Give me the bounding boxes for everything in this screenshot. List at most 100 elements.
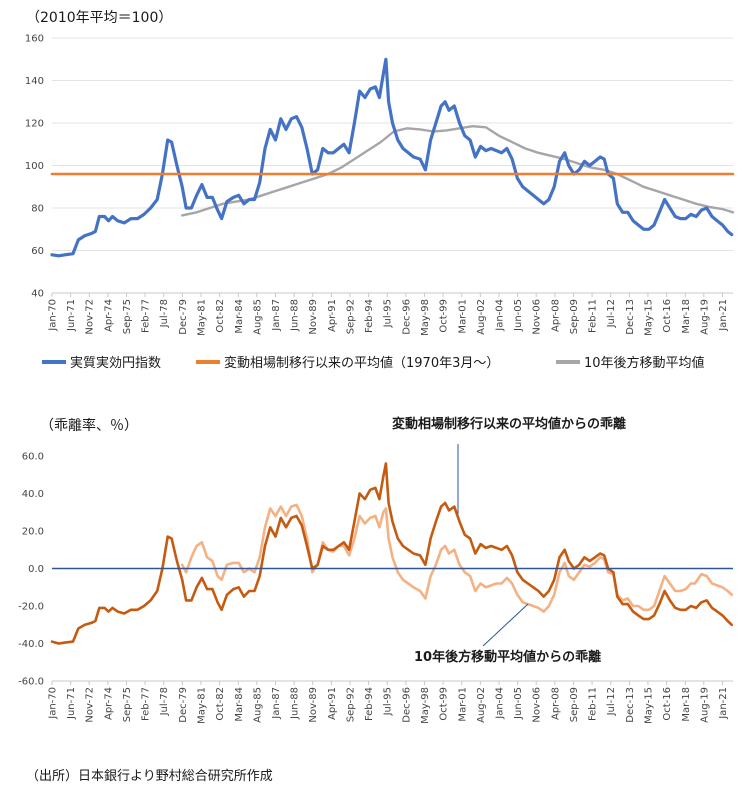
legend-label-ma10: 10年後方移動平均値 — [584, 355, 705, 371]
x-tick-label: Jan-70 — [48, 687, 59, 720]
x-tick-label: Feb-77 — [141, 299, 152, 333]
x-tick-label: May-15 — [643, 687, 654, 724]
x-tick-label: Apr-74 — [103, 687, 114, 720]
x-tick-label: Dec-13 — [625, 299, 636, 335]
x-tick-label: Sep-92 — [346, 299, 357, 334]
x-tick-label: Aug-85 — [252, 687, 263, 723]
x-tick-label: Apr-91 — [327, 687, 338, 720]
y-tick-label: 40 — [31, 289, 44, 300]
chart-2-x-axis: Jan-70 Jun-71 Nov-72 Apr-74 Sep-75 Feb-77 Jul-… — [48, 681, 729, 724]
x-tick-label: Aug-19 — [699, 687, 710, 723]
x-tick-label: Dec-79 — [178, 299, 189, 335]
annotation-dev-ma-pointer — [482, 603, 529, 647]
chart-1-unit-label: （2010年平均＝100） — [26, 10, 172, 26]
x-tick-label: Jun-88 — [290, 687, 301, 720]
x-tick-label: Jan-04 — [494, 299, 505, 332]
x-tick-label: May-15 — [643, 299, 654, 336]
chart-1-series-layer — [50, 57, 735, 258]
x-tick-label: Aug-19 — [699, 299, 710, 335]
annotation-dev-avg: 変動相場制移行以来の平均値からの乖離 — [392, 416, 626, 514]
x-tick-label: Dec-79 — [178, 687, 189, 723]
x-tick-label: Jul-12 — [606, 687, 617, 716]
x-tick-label: Dec-96 — [401, 687, 412, 723]
x-tick-label: Jul-95 — [383, 687, 394, 716]
x-tick-label: Oct-99 — [439, 299, 450, 333]
x-tick-label: Apr-08 — [550, 687, 561, 720]
y-tick-label: 20.0 — [22, 527, 44, 538]
y-tick-label: 120 — [25, 119, 44, 130]
x-tick-label: Dec-96 — [401, 299, 412, 335]
y-tick-label: -60.0 — [18, 677, 44, 688]
y-tick-label: 80 — [31, 204, 44, 215]
y-tick-label: 140 — [25, 76, 44, 87]
x-tick-label: May-98 — [420, 687, 431, 724]
y-tick-label: 60.0 — [22, 452, 44, 463]
x-tick-label: Jul-78 — [159, 299, 170, 328]
x-tick-label: Oct-82 — [215, 299, 226, 333]
y-tick-label: 60 — [31, 246, 44, 257]
x-tick-label: Apr-08 — [550, 299, 561, 332]
chart-1-y-axis: 40 60 80 100 120 140 160 — [25, 34, 44, 300]
x-tick-label: May-81 — [196, 687, 207, 724]
x-tick-label: Jan-87 — [271, 687, 282, 720]
y-tick-label: 100 — [25, 161, 44, 172]
x-tick-label: Oct-99 — [439, 687, 450, 721]
x-tick-label: Aug-85 — [252, 299, 263, 335]
x-tick-label: Nov-06 — [532, 299, 543, 335]
x-tick-label: Mar-01 — [457, 299, 468, 334]
series-dev-ma-line — [180, 503, 733, 613]
legend-label-reer: 実質実効円指数 — [70, 355, 161, 371]
x-tick-label: Nov-72 — [85, 687, 96, 723]
chart-1-x-axis: Jan-70 Jun-71 Nov-72 Apr-74 Sep-75 Feb-77 Jul-… — [48, 293, 729, 336]
x-tick-label: Mar-01 — [457, 687, 468, 722]
x-tick-label: Nov-89 — [308, 299, 319, 335]
x-tick-label: Sep-75 — [122, 299, 133, 334]
x-tick-label: Mar-18 — [681, 299, 692, 334]
x-tick-label: Aug-02 — [476, 687, 487, 723]
x-tick-label: Sep-92 — [346, 687, 357, 722]
chart-2-series-layer — [50, 462, 733, 645]
x-tick-label: Mar-84 — [234, 687, 245, 722]
series-dev-avg-line — [50, 462, 733, 645]
x-tick-label: Feb-11 — [588, 687, 599, 721]
x-tick-label: Jun-71 — [66, 687, 77, 720]
legend-item-avg: 変動相場制移行以来の平均値（1970年3月～） — [196, 355, 499, 371]
x-tick-label: Oct-82 — [215, 687, 226, 721]
chart-2-unit-label: （乖離率、％） — [40, 417, 138, 434]
annotation-dev-avg-label: 変動相場制移行以来の平均値からの乖離 — [392, 416, 626, 432]
x-tick-label: Oct-16 — [662, 687, 673, 721]
x-tick-label: Jan-87 — [271, 299, 282, 332]
chart-1-legend: 実質実効円指数 変動相場制移行以来の平均値（1970年3月～） 10年後方移動平… — [42, 355, 705, 371]
legend-label-avg: 変動相場制移行以来の平均値（1970年3月～） — [224, 355, 499, 371]
x-tick-label: Jun-88 — [290, 299, 301, 332]
y-tick-label: -40.0 — [18, 639, 44, 650]
y-tick-label: 40.0 — [22, 489, 44, 500]
x-tick-label: Jan-70 — [48, 299, 59, 332]
legend-item-reer: 実質実効円指数 — [42, 355, 161, 371]
x-tick-label: Jun-05 — [513, 687, 524, 720]
x-tick-label: May-81 — [196, 299, 207, 336]
x-tick-label: Sep-09 — [569, 299, 580, 334]
x-tick-label: Jan-21 — [718, 687, 729, 720]
series-reer-line — [50, 57, 734, 258]
x-tick-label: Apr-74 — [103, 299, 114, 332]
x-tick-label: Nov-72 — [85, 299, 96, 335]
x-tick-label: Feb-94 — [364, 299, 375, 333]
chart-2: （乖離率、％） -60.0 -40.0 -20.0 0.0 20.0 40.0 60.0 J… — [18, 416, 733, 724]
source-note: （出所）日本銀行より野村総合研究所作成 — [26, 769, 273, 784]
x-tick-label: Jul-78 — [159, 687, 170, 716]
x-tick-label: Dec-13 — [625, 687, 636, 723]
x-tick-label: Feb-11 — [588, 299, 599, 333]
x-tick-label: Feb-94 — [364, 687, 375, 721]
x-tick-label: Jan-04 — [494, 687, 505, 720]
chart-2-y-axis: -60.0 -40.0 -20.0 0.0 20.0 40.0 60.0 — [18, 452, 44, 688]
x-tick-label: Feb-77 — [141, 687, 152, 721]
y-tick-label: 160 — [25, 34, 44, 45]
x-tick-label: Jul-12 — [606, 299, 617, 328]
x-tick-label: Nov-89 — [308, 687, 319, 723]
x-tick-label: Aug-02 — [476, 299, 487, 335]
annotation-dev-ma: 10年後方移動平均値からの乖離 — [414, 603, 601, 665]
series-ma10-line — [181, 125, 735, 217]
x-tick-label: Jan-21 — [718, 299, 729, 332]
